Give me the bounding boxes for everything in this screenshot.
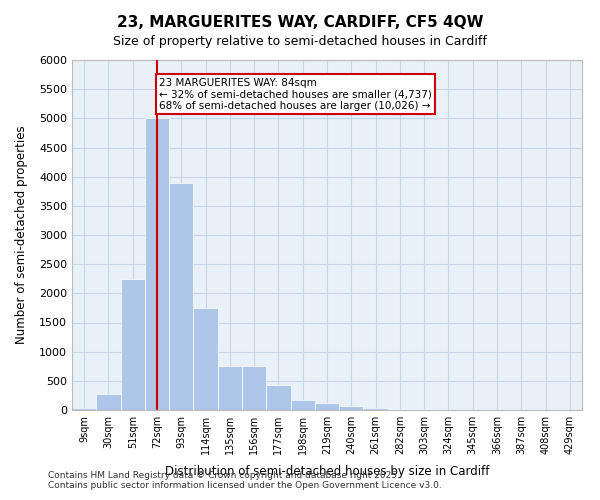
Bar: [315, 403, 339, 410]
Bar: [266, 385, 290, 410]
Bar: [339, 406, 364, 410]
Bar: [242, 366, 266, 410]
Bar: [121, 279, 145, 410]
Bar: [145, 118, 169, 410]
X-axis label: Distribution of semi-detached houses by size in Cardiff: Distribution of semi-detached houses by …: [165, 466, 489, 478]
Bar: [169, 182, 193, 410]
Text: 23 MARGUERITES WAY: 84sqm
← 32% of semi-detached houses are smaller (4,737)
68% : 23 MARGUERITES WAY: 84sqm ← 32% of semi-…: [160, 78, 433, 110]
Bar: [388, 409, 412, 410]
Text: Size of property relative to semi-detached houses in Cardiff: Size of property relative to semi-detach…: [113, 35, 487, 48]
Text: Contains HM Land Registry data © Crown copyright and database right 2025.
Contai: Contains HM Land Registry data © Crown c…: [48, 470, 442, 490]
Bar: [96, 394, 121, 410]
Bar: [72, 408, 96, 410]
Bar: [218, 366, 242, 410]
Bar: [193, 308, 218, 410]
Bar: [290, 400, 315, 410]
Bar: [364, 408, 388, 410]
Text: 23, MARGUERITES WAY, CARDIFF, CF5 4QW: 23, MARGUERITES WAY, CARDIFF, CF5 4QW: [117, 15, 483, 30]
Y-axis label: Number of semi-detached properties: Number of semi-detached properties: [15, 126, 28, 344]
